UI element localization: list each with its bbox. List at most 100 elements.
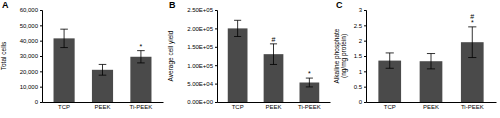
error-bar [386,53,394,68]
tick-label: 2.5 [354,23,363,29]
tick: PEEK [265,102,281,110]
error-bar [99,64,107,75]
tick: TCP [232,102,244,110]
annotation: * [140,43,143,50]
tick: 40,000 [20,38,42,44]
tick-label: 0.00E+00 [187,99,214,105]
error-bar [137,51,145,63]
axis-line [43,102,164,103]
tick-mark [364,71,366,72]
tick-label: Ti-PEEK [461,104,484,110]
tick-label: 10,000 [20,84,39,90]
y-axis-title: Alkaline phosphate(ng/mg protein) [333,28,348,83]
error-bar [427,54,435,69]
tick-label: 40,000 [20,38,39,44]
tick-mark [40,41,42,42]
tick-mark [40,102,42,103]
tick-mark [364,25,366,26]
annotation: * [308,70,311,77]
tick-label: 20,000 [20,69,39,75]
plot-area [54,29,152,102]
tick: 60,000 [20,7,42,13]
tick-mark [40,56,42,57]
tick-mark [40,25,42,26]
tick-label: 3 [359,7,363,13]
y-axis-title: Total cells [0,41,7,70]
tick: TCP [58,102,70,110]
tick: PEEK [423,102,439,110]
tick: Ti-PEEK [130,102,153,110]
tick: PEEK [94,102,110,110]
axis-line [40,11,43,103]
figure: A 0 10,000 20,000 30,000 40,000 50,000 60,000 TC… [0,0,500,118]
tick-label: 30,000 [20,53,39,59]
error-bar [306,78,313,87]
plot-area [378,27,483,102]
tick-label: 0 [359,99,363,105]
tick-label: TCP [58,104,70,110]
tick-mark [215,47,217,48]
tick-label: 1.00E+05 [187,63,214,69]
error-bar [60,29,68,47]
y-axis: 0 10,000 20,000 30,000 40,000 50,000 60,000 [20,7,43,105]
tick: 1.00E+05 [187,63,217,69]
tick-label: Ti-PEEK [298,104,321,110]
bar [228,28,248,102]
axis-line [215,11,218,103]
axis-line [364,11,367,103]
x-axis: TCP PEEK Ti-PEEK [218,102,331,110]
plot-area [228,20,319,102]
axis-line [218,102,331,103]
tick: 5.00E+04 [187,81,217,87]
axis-line [367,102,497,103]
tick: 0.00E+00 [187,99,217,105]
bar [54,38,75,102]
tick-label: 5.00E+04 [187,81,214,87]
tick: 0.5 [354,84,366,90]
panel: C00.511.522.53TCPPEEKTi-PEEKAlkaline pho… [333,0,497,110]
tick: 50,000 [20,23,42,29]
tick: 0 [359,99,366,105]
tick: 2.50E+05 [187,7,217,13]
tick-label: 2.00E+05 [187,26,214,32]
tick-label: 2 [359,38,363,44]
tick-label: 0.5 [354,84,363,90]
error-bar [468,27,476,58]
tick: 2.5 [354,23,366,29]
tick-mark [364,87,366,88]
panel-title: A [2,0,9,10]
tick: 2.00E+05 [187,26,217,32]
tick: TCP [384,102,396,110]
tick-label: 50,000 [20,23,39,29]
tick: 2 [359,38,366,44]
panel: A 0 10,000 20,000 30,000 40,000 50,000 60,000 TC… [0,0,164,110]
x-axis: TCP PEEK Ti-PEEK [367,102,497,110]
tick-label: PEEK [423,104,439,110]
tick-mark [364,102,366,103]
y-axis-title: Average cell yield [167,30,175,81]
tick-label: 1.50E+05 [187,44,214,50]
tick-mark [364,10,366,11]
annotation: # [272,36,276,43]
tick: 10,000 [20,84,42,90]
bar [130,57,151,102]
tick: 0 [35,99,42,105]
annotation: * [471,19,474,26]
annotation: # [470,13,474,20]
tick-label: Ti-PEEK [130,104,153,110]
tick-mark [40,71,42,72]
error-bar [270,44,277,65]
tick-mark [215,102,217,103]
tick-label: PEEK [265,104,281,110]
tick-label: 2.50E+05 [187,7,214,13]
tick: 30,000 [20,53,42,59]
tick-label: 0 [35,99,39,105]
tick-label: TCP [384,104,396,110]
tick-mark [40,10,42,11]
y-axis: 0.00E+00 5.00E+04 1.00E+05 1.50E+05 2.00E+05… [187,7,217,105]
panel: B0.00E+005.00E+041.00E+051.50E+052.00E+0… [167,0,331,110]
x-axis: TCP PEEK Ti-PEEK [43,102,164,110]
tick-mark [215,65,217,66]
error-bar [234,20,241,36]
tick-label: 1.5 [354,53,363,59]
